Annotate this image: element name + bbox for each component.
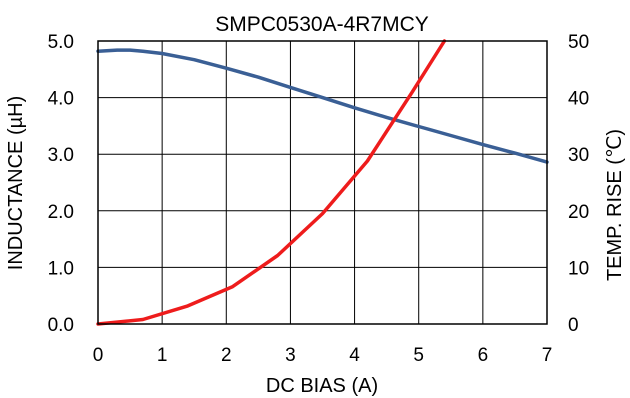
- inductance-series-line: [96, 48, 549, 164]
- y-left-tick-label: 1.0: [48, 258, 74, 279]
- y-right-axis-label: TEMP. RISE (℃): [604, 129, 626, 281]
- chart-title: SMPC0530A-4R7MCY: [215, 13, 429, 36]
- x-tick-label: 6: [478, 345, 489, 366]
- temp-rise-series-line: [96, 39, 447, 326]
- grid-layer: [97, 40, 548, 325]
- y-left-tick-label: 2.0: [48, 202, 74, 223]
- x-tick-label: 5: [413, 345, 424, 366]
- x-tick-label: 3: [285, 345, 296, 366]
- y-right-tick-label: 20: [568, 202, 589, 223]
- x-tick-label: 1: [157, 345, 168, 366]
- y-left-tick-label: 4.0: [48, 89, 74, 110]
- x-tick-label: 7: [542, 345, 553, 366]
- y-right-tick-labels: 0 10 20 30 40 50: [568, 32, 589, 336]
- y-right-tick-label: 0: [568, 315, 579, 336]
- y-left-tick-labels: 0.0 1.0 2.0 3.0 4.0 5.0: [48, 32, 74, 336]
- series-layer: [96, 39, 549, 326]
- plot-frame: [97, 40, 548, 325]
- y-right-tick-label: 30: [568, 145, 589, 166]
- y-left-axis-label: INDUCTANCE (µH): [5, 96, 27, 270]
- x-tick-label: 0: [93, 345, 104, 366]
- y-left-tick-label: 0.0: [48, 315, 74, 336]
- y-right-tick-label: 50: [568, 32, 589, 53]
- x-tick-labels: 0 1 2 3 4 5 6 7: [93, 345, 553, 366]
- x-axis-label: DC BIAS (A): [266, 375, 378, 397]
- x-tick-label: 4: [349, 345, 360, 366]
- x-tick-label: 2: [221, 345, 232, 366]
- y-right-tick-label: 10: [568, 258, 589, 279]
- y-right-tick-label: 40: [568, 89, 589, 110]
- y-left-tick-label: 3.0: [48, 145, 74, 166]
- y-left-tick-label: 5.0: [48, 32, 74, 53]
